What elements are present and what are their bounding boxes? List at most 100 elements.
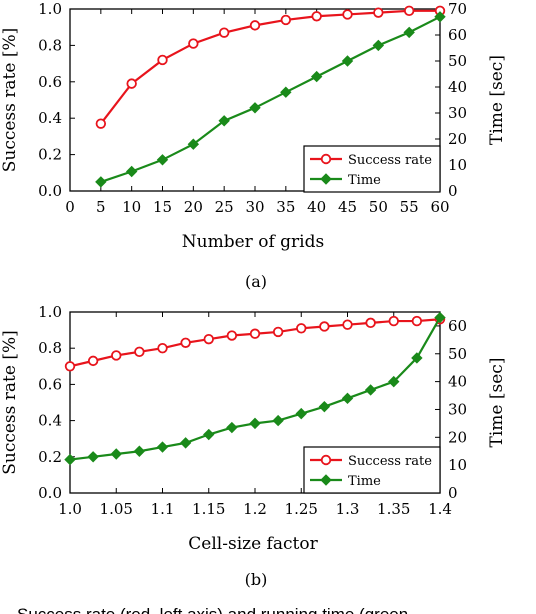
- y-right-tick-label: 30: [448, 104, 467, 122]
- y-left-axis-label: Success rate [%]: [0, 330, 20, 475]
- x-tick-label: 1.1: [151, 500, 175, 518]
- time-point: [87, 451, 99, 463]
- y-left-tick-label: 0.4: [38, 412, 62, 430]
- x-tick-label: 1.35: [377, 500, 410, 518]
- x-tick-label: 40: [307, 198, 326, 216]
- x-tick-label: 20: [184, 198, 203, 216]
- time-point: [318, 400, 331, 413]
- success-rate-point: [403, 5, 415, 17]
- y-left-tick-label: 0.6: [38, 375, 62, 393]
- x-tick-label: 15: [153, 198, 172, 216]
- success-rate-point: [319, 321, 330, 332]
- y-right-tick-label: 40: [448, 78, 467, 96]
- x-tick-label: 10: [122, 198, 141, 216]
- time-point: [434, 311, 446, 324]
- time-point: [110, 448, 122, 460]
- time-point: [434, 11, 446, 23]
- legend-box: [303, 145, 441, 193]
- x-tick-label: 45: [338, 198, 357, 216]
- x-tick-label: 50: [369, 198, 388, 216]
- series-line-success-rate: [99, 9, 440, 125]
- legend-marker-circle: [320, 153, 332, 165]
- success-rate-point: [180, 337, 191, 348]
- chart-panel-a: 0 5 10 15 20 25 30 35 40 45 50 55 60 0.0 0.2 0.4 0.6 0.8 1…: [0, 0, 507, 291]
- time-point: [179, 437, 192, 449]
- time-point: [218, 115, 230, 127]
- x-tick-label: 0: [65, 198, 75, 216]
- y-right-tick-label: 50: [448, 52, 467, 70]
- success-rate-point: [111, 350, 122, 361]
- success-rate-point: [226, 330, 238, 341]
- time-point: [95, 176, 107, 188]
- time-point: [364, 384, 377, 396]
- x-tick-label: 60: [430, 198, 449, 216]
- x-tick-label: 1.05: [100, 500, 133, 518]
- success-rate-point: [249, 328, 261, 339]
- x-tick-label: 1.25: [285, 500, 318, 518]
- y-left-tick-label: 0.0: [38, 182, 62, 200]
- time-point: [372, 39, 385, 52]
- y-right-tick-label: 10: [448, 456, 467, 474]
- chart-panel-b: 1.0 1.05 1.1 1.15 1.2 1.25 1.3 1.35 1.4 0.0 0.2 0.4…: [0, 303, 507, 589]
- series-line-time: [100, 15, 441, 183]
- time-point: [341, 55, 354, 67]
- x-tick-label: 1.0: [58, 500, 82, 518]
- time-point: [411, 352, 423, 364]
- success-rate-point: [365, 317, 376, 329]
- success-rate-point: [157, 343, 168, 354]
- y-right-tick-label: 60: [448, 317, 467, 335]
- time-point: [249, 102, 261, 114]
- y-right-axis-label: Time [sec]: [487, 358, 507, 448]
- time-point: [226, 421, 238, 434]
- y-right-tick-label: 20: [448, 130, 467, 148]
- y-left-tick-label: 0.2: [38, 448, 62, 466]
- y-right-tick-label: 20: [448, 428, 467, 446]
- x-axis-label: Number of grids: [182, 232, 324, 252]
- time-point: [403, 26, 415, 39]
- figure-caption: Success rate (red, left axis) and runnin…: [17, 605, 408, 614]
- y-left-tick-label: 0.8: [38, 339, 62, 357]
- legend-label: Success rate: [348, 454, 432, 469]
- time-point: [341, 392, 354, 405]
- success-rate-point: [218, 27, 230, 38]
- success-rate-point: [311, 11, 322, 22]
- x-tick-label: 1.3: [336, 500, 360, 518]
- success-rate-point: [134, 346, 145, 358]
- x-tick-label: 35: [276, 198, 295, 216]
- y-right-axis-label: Time [sec]: [487, 55, 507, 145]
- success-rate-point: [87, 355, 99, 367]
- time-point: [249, 417, 261, 430]
- legend-marker-circle: [320, 454, 332, 466]
- success-rate-point: [95, 118, 107, 129]
- success-rate-point: [342, 319, 353, 330]
- success-rate-point: [64, 361, 76, 372]
- legend-marker-diamond: [320, 474, 332, 486]
- panel-label: (a): [245, 272, 267, 291]
- time-point: [203, 428, 215, 441]
- y-left-tick-label: 0.6: [38, 73, 62, 91]
- x-tick-label: 5: [96, 198, 106, 216]
- success-rate-point: [249, 20, 261, 31]
- y-right-tick-label: 10: [448, 156, 467, 174]
- success-rate-point: [157, 54, 168, 66]
- y-left-tick-label: 0.0: [38, 484, 62, 502]
- legend-box: [303, 446, 441, 494]
- success-rate-point: [296, 323, 307, 334]
- y-right-tick-label: 50: [448, 345, 467, 363]
- success-rate-point: [203, 333, 214, 345]
- legend-label: Time: [348, 173, 381, 188]
- x-tick-label: 30: [245, 198, 264, 216]
- success-rate-point: [126, 78, 137, 89]
- legend-label: Time: [348, 474, 381, 489]
- time-point: [156, 441, 169, 453]
- time-point: [272, 414, 284, 427]
- y-left-axis-label: Success rate [%]: [0, 28, 20, 173]
- success-rate-point: [411, 315, 423, 327]
- success-rate-point: [373, 7, 384, 18]
- y-left-tick-label: 1.0: [38, 303, 62, 321]
- y-right-tick-label: 60: [448, 26, 467, 44]
- time-point: [156, 154, 169, 166]
- y-right-tick-label: 0: [448, 484, 458, 502]
- x-tick-label: 1.4: [428, 500, 452, 518]
- success-rate-point: [188, 38, 199, 49]
